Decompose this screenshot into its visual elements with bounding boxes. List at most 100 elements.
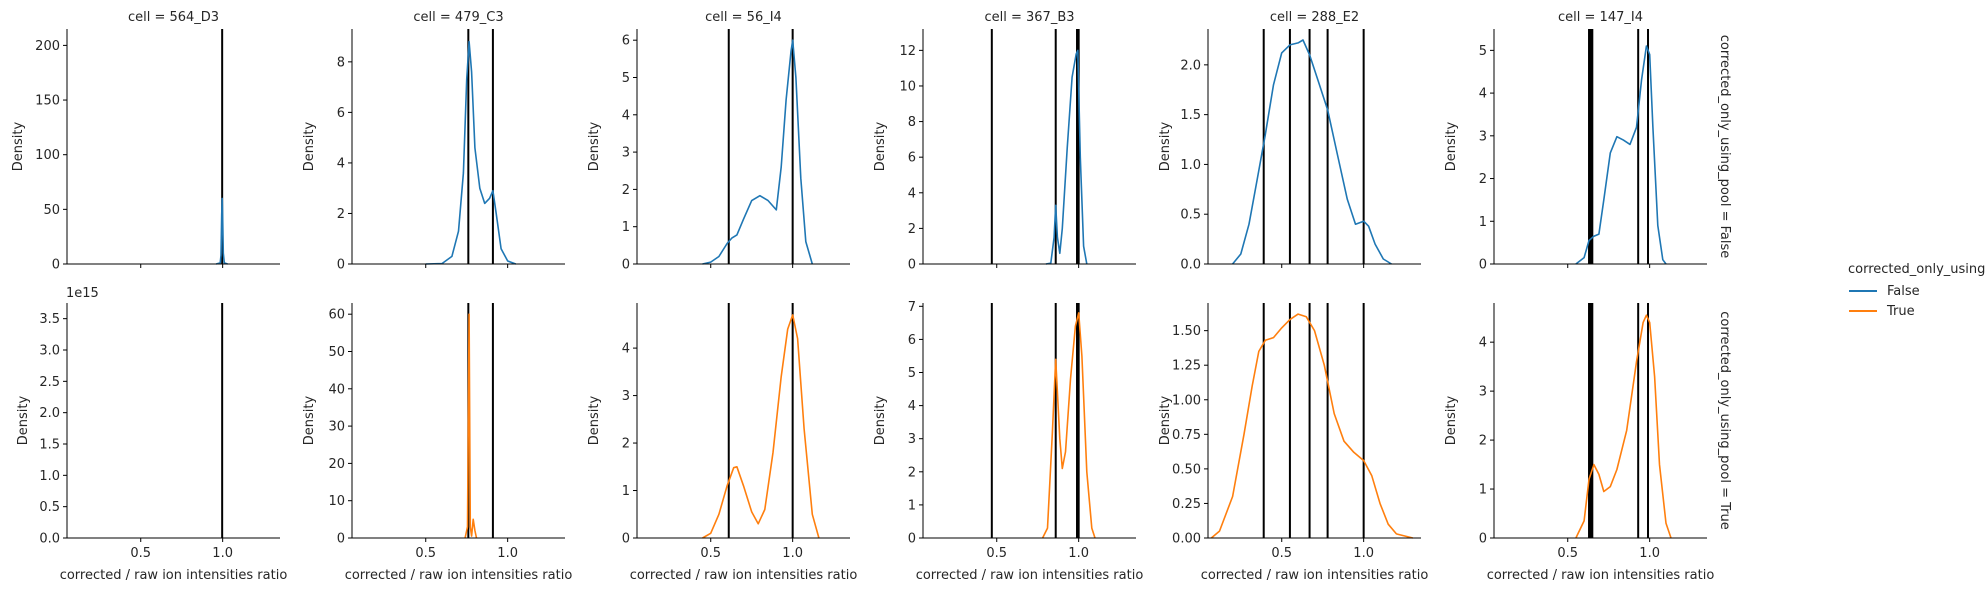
panel-title-c3: cell = 367_B3 <box>984 10 1074 25</box>
xtick-label-r1-c0-1: 1.0 <box>212 546 233 561</box>
kde-curve-r1-c3 <box>1041 312 1096 539</box>
ytick-label-r0-c4-3: 1.5 <box>1180 108 1201 123</box>
ylabel-r1-c4: Density <box>1158 395 1173 445</box>
ytick-label-r0-c5-2: 2 <box>1479 172 1487 187</box>
ytick-label-r0-c5-1: 1 <box>1479 215 1487 230</box>
ylabel-r0-c5: Density <box>1444 121 1459 171</box>
ytick-label-r1-c2-1: 1 <box>622 484 630 499</box>
ytick-label-r0-c4-2: 1.0 <box>1180 158 1201 173</box>
xlabel-c1: corrected / raw ion intensities ratio <box>345 568 573 583</box>
ytick-label-r1-c3-4: 4 <box>908 399 916 414</box>
ytick-label-r1-c1-0: 0 <box>337 532 345 547</box>
ytick-label-r0-c5-5: 5 <box>1479 44 1487 59</box>
ytick-label-r1-c3-5: 5 <box>908 366 916 381</box>
kde-curve-r0-c0 <box>215 197 228 265</box>
ytick-label-r1-c1-1: 10 <box>328 494 345 509</box>
panel-r1-c4: 0.00 0.25 0.50 0.75 1.00 1.25 1.50 0.5 1.0 Densit… <box>1158 303 1428 583</box>
ytick-label-r0-c4-0: 0.0 <box>1180 258 1201 273</box>
xtick-label-r1-c4-1: 1.0 <box>1353 546 1374 561</box>
ytick-label-r1-c0-0: 0.0 <box>39 532 60 547</box>
ytick-label-r1-c3-0: 0 <box>908 532 916 547</box>
ytick-label-r0-c4-1: 0.5 <box>1180 208 1201 223</box>
kde-curve-r0-c3 <box>1045 49 1088 265</box>
panel-title-c5: cell = 147_I4 <box>1558 10 1643 25</box>
panel-r1-c2: 0 1 2 3 4 0.5 1.0 Density corrected / raw ion in… <box>587 303 857 583</box>
ylabel-r0-c0: Density <box>11 121 26 171</box>
ytick-label-r1-c4-0: 0.00 <box>1172 532 1201 547</box>
y-offset-label-r1-c0: 1e15 <box>66 286 99 301</box>
legend-label-false: False <box>1887 283 1920 299</box>
panel-r1-c5: 0 1 2 3 4 0.5 1.0 Density corrected / raw ion in… <box>1444 303 1714 583</box>
ytick-label-r0-c0-0: 0 <box>52 258 60 273</box>
ytick-label-r0-c2-5: 5 <box>622 71 630 86</box>
ytick-label-r1-c4-4: 1.00 <box>1172 393 1201 408</box>
ytick-label-r1-c4-5: 1.25 <box>1172 359 1201 374</box>
ytick-label-r1-c5-2: 2 <box>1479 434 1487 449</box>
panel-r0-c2: 0 1 2 3 4 5 6 Density cell = 56_I4 <box>587 10 850 273</box>
ytick-label-r1-c2-3: 3 <box>622 389 630 404</box>
ytick-label-r0-c5-0: 0 <box>1479 258 1487 273</box>
panel-r0-c1: 0 2 4 6 8 Density cell = 479_C3 <box>302 10 565 273</box>
ytick-label-r0-c3-2: 4 <box>908 186 916 201</box>
ytick-label-r0-c0-3: 150 <box>35 94 60 109</box>
ytick-label-r1-c3-6: 6 <box>908 333 916 348</box>
kde-curve-r1-c2 <box>702 314 820 539</box>
xlabel-c2: corrected / raw ion intensities ratio <box>630 568 858 583</box>
legend-swatch-false <box>1849 290 1877 292</box>
xtick-label-r1-c5-1: 1.0 <box>1639 546 1660 561</box>
ytick-label-r0-c5-3: 3 <box>1479 129 1487 144</box>
ylabel-r0-c2: Density <box>587 121 602 171</box>
ylabel-r0-c4: Density <box>1158 121 1173 171</box>
ytick-label-r0-c2-3: 3 <box>622 146 630 161</box>
row-title-0: corrected_only_using_pool = False <box>1717 35 1732 258</box>
ytick-label-r1-c3-1: 1 <box>908 498 916 513</box>
ytick-label-r1-c1-5: 50 <box>328 345 345 360</box>
ytick-label-r0-c3-0: 0 <box>908 258 916 273</box>
panel-r0-c5: 0 1 2 3 4 5 Density cell = 147_I4 <box>1444 10 1707 273</box>
kde-curve-r1-c5 <box>1575 314 1672 539</box>
ytick-label-r1-c0-3: 1.5 <box>39 438 60 453</box>
xtick-label-r1-c5-0: 0.5 <box>1557 546 1578 561</box>
ylabel-r1-c0: Density <box>16 395 31 445</box>
xtick-label-r1-c0-0: 0.5 <box>130 546 151 561</box>
ylabel-r1-c2: Density <box>587 395 602 445</box>
ytick-label-r1-c0-7: 3.5 <box>39 312 60 327</box>
ytick-label-r1-c4-1: 0.25 <box>1172 497 1201 512</box>
ytick-label-r0-c1-4: 8 <box>337 55 345 70</box>
xtick-label-r1-c1-0: 0.5 <box>415 546 436 561</box>
ytick-label-r1-c5-1: 1 <box>1479 483 1487 498</box>
panel-title-c4: cell = 288_E2 <box>1270 10 1359 25</box>
ytick-label-r0-c3-3: 6 <box>908 151 916 166</box>
ylabel-r1-c3: Density <box>873 395 888 445</box>
ytick-label-r0-c1-2: 4 <box>337 156 345 171</box>
ytick-label-r0-c4-4: 2.0 <box>1180 58 1201 73</box>
row-title-1: corrected_only_using_pool = True <box>1717 311 1732 529</box>
kde-curve-r0-c5 <box>1575 45 1667 265</box>
ylabel-r0-c1: Density <box>302 121 317 171</box>
ytick-label-r0-c2-0: 0 <box>622 258 630 273</box>
xlabel-c0: corrected / raw ion intensities ratio <box>60 568 288 583</box>
ytick-label-r1-c1-4: 40 <box>328 382 345 397</box>
ytick-label-r0-c2-1: 1 <box>622 220 630 235</box>
ytick-label-r1-c0-1: 0.5 <box>39 500 60 515</box>
panel-r0-c0: 0 50 100 150 200 Density cell = 564_D3 <box>11 10 280 273</box>
xlabel-c4: corrected / raw ion intensities ratio <box>1201 568 1429 583</box>
ytick-label-r0-c2-2: 2 <box>622 183 630 198</box>
legend-swatch-true <box>1849 310 1877 312</box>
legend-entry-true: True <box>1848 301 1985 321</box>
ylabel-r1-c1: Density <box>302 395 317 445</box>
ytick-label-r1-c1-2: 20 <box>328 457 345 472</box>
xlabel-c5: corrected / raw ion intensities ratio <box>1487 568 1715 583</box>
ytick-label-r1-c3-7: 7 <box>908 300 916 315</box>
ytick-label-r1-c4-3: 0.75 <box>1172 428 1201 443</box>
ytick-label-r0-c3-5: 10 <box>899 79 916 94</box>
panel-r0-c4: 0.0 0.5 1.0 1.5 2.0 Density cell = 288_E2 <box>1158 10 1421 273</box>
panel-r1-c3: 0 1 2 3 4 5 6 7 0.5 1.0 Density corrected / raw ion… <box>873 300 1143 583</box>
kde-curve-r1-c1 <box>464 313 478 539</box>
xtick-label-r1-c3-1: 1.0 <box>1068 546 1089 561</box>
ytick-label-r0-c0-1: 50 <box>43 203 60 218</box>
panel-r0-c3: 0 2 4 6 8 10 12 Density cell = 367_B3 <box>873 10 1136 273</box>
ytick-label-r1-c5-3: 3 <box>1479 385 1487 400</box>
ytick-label-r0-c1-1: 2 <box>337 207 345 222</box>
kde-curve-r0-c1 <box>425 40 517 265</box>
